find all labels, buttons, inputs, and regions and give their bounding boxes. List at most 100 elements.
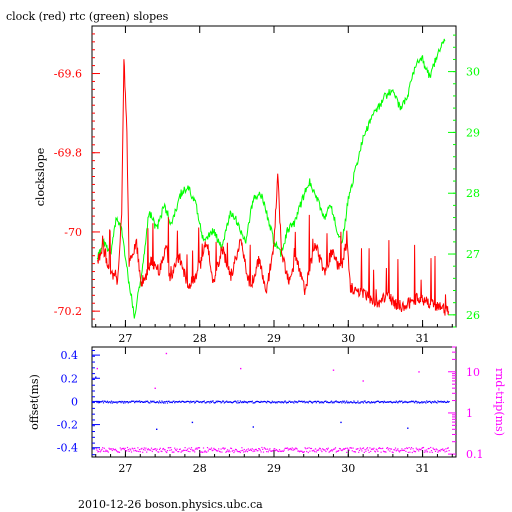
offset-point (320, 402, 322, 404)
offset-point (446, 400, 449, 402)
round-trip-point (235, 449, 237, 451)
offset-point (247, 401, 249, 403)
round-trip-point (273, 448, 275, 450)
offset-point (332, 401, 334, 403)
round-trip-point (270, 450, 273, 452)
offset-point (414, 402, 416, 404)
offset-point (356, 402, 358, 404)
round-trip-point (278, 449, 281, 451)
offset-point (375, 401, 377, 403)
round-trip-point (178, 448, 181, 451)
offset-point (166, 402, 169, 404)
offset-point (98, 401, 101, 404)
round-trip-point (257, 450, 259, 452)
outlier-point (96, 367, 98, 370)
offset-point (230, 401, 233, 404)
offset-point (377, 400, 379, 402)
round-trip-point (285, 447, 287, 449)
round-trip-point (143, 447, 145, 449)
round-trip-point (230, 447, 233, 450)
offset-point (432, 401, 434, 403)
round-trip-point (419, 448, 421, 450)
round-trip-point (106, 450, 109, 452)
offset-point (265, 401, 267, 403)
clock-slope-line (97, 59, 450, 316)
top-x-tick-label: 31 (416, 332, 430, 345)
round-trip-point (170, 449, 173, 451)
round-trip-point (293, 448, 295, 450)
offset-point (369, 402, 371, 404)
round-trip-point (209, 448, 211, 450)
round-trip-point (374, 450, 376, 452)
round-trip-point (445, 448, 447, 450)
offset-point (330, 401, 332, 403)
round-trip-point (428, 447, 430, 450)
round-trip-point (386, 447, 388, 449)
offset-point (317, 400, 319, 402)
offset-point (319, 401, 321, 403)
round-trip-point (315, 451, 317, 453)
offset-point (443, 400, 445, 402)
round-trip-point (322, 449, 325, 451)
round-trip-point (151, 450, 153, 453)
offset-point (431, 401, 433, 403)
offset-point (347, 401, 349, 403)
round-trip-point (166, 450, 169, 452)
offset-point (400, 400, 402, 402)
offset-point (267, 400, 269, 403)
offset-point (254, 401, 257, 403)
round-trip-point (310, 447, 313, 450)
offset-point (348, 402, 350, 404)
offset-point (144, 401, 146, 403)
round-trip-point (399, 450, 401, 452)
offset-point (360, 401, 362, 403)
round-trip-point (339, 448, 341, 450)
outlier-point (154, 387, 156, 389)
offset-point (406, 402, 409, 404)
offset-point (118, 400, 121, 403)
round-trip-point (236, 450, 238, 452)
round-trip-point (400, 449, 402, 452)
round-trip-point (284, 447, 286, 449)
round-trip-point (104, 450, 106, 453)
round-trip-point (197, 447, 199, 449)
offset-point (340, 401, 342, 403)
offset-point (325, 400, 327, 402)
offset-point (226, 400, 228, 402)
round-trip-point (266, 448, 269, 450)
offset-point (357, 400, 359, 402)
offset-point (306, 401, 309, 403)
round-trip-point (344, 448, 346, 450)
offset-point (134, 401, 137, 403)
offset-point (252, 402, 254, 404)
round-trip-point (412, 448, 414, 450)
offset-point (254, 402, 256, 404)
round-trip-point (356, 448, 358, 450)
offset-point (367, 401, 369, 403)
offset-point (154, 402, 157, 404)
round-trip-point (444, 451, 446, 453)
offset-point (124, 402, 126, 404)
offset-point (120, 402, 122, 404)
offset-point (219, 401, 221, 403)
offset-point (427, 401, 429, 403)
round-trip-point (95, 448, 97, 450)
offset-point (378, 401, 381, 404)
offset-point (341, 402, 343, 404)
round-trip-point (208, 448, 210, 450)
round-trip-point (386, 447, 389, 449)
bottom-x-tick-label: 27 (118, 462, 132, 475)
offset-point (428, 400, 430, 403)
offset-point (417, 401, 419, 403)
offset-point (418, 402, 421, 404)
outlier-point (418, 371, 420, 373)
round-trip-point (218, 448, 220, 450)
offset-point (186, 400, 188, 403)
offset-point (138, 401, 140, 403)
offset-point (438, 401, 440, 403)
round-trip-point (237, 451, 239, 453)
round-trip-point (126, 450, 128, 452)
round-trip-point (354, 451, 357, 453)
round-trip-point (434, 450, 437, 452)
round-trip-point (157, 451, 159, 453)
